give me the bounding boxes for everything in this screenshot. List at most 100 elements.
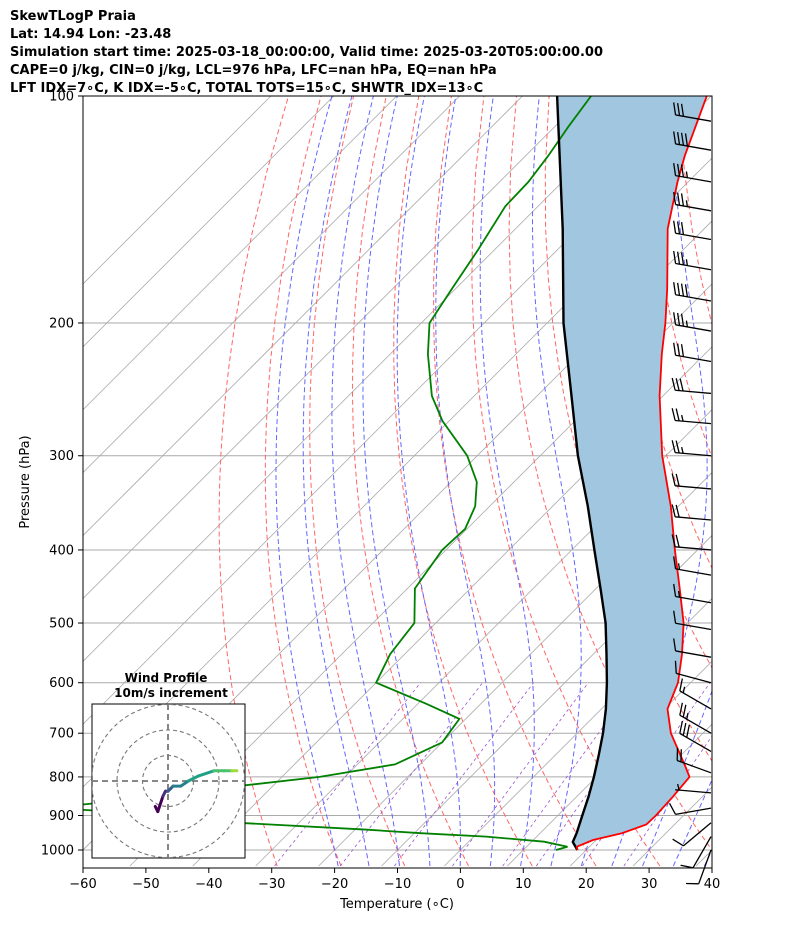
isotherm — [129, 283, 712, 867]
dry-adiabat — [646, 96, 712, 459]
isotherm — [83, 96, 586, 599]
dry-adiabat — [777, 96, 794, 866]
hodograph-segment — [197, 769, 216, 778]
dewpoint-line — [83, 96, 592, 851]
wind-barb — [676, 747, 712, 774]
mixing-ratio-line — [274, 682, 421, 867]
x-tick-label: −30 — [258, 877, 285, 892]
isotherm — [569, 723, 712, 867]
isotherm — [83, 96, 523, 537]
dry-adiabat — [218, 96, 289, 867]
y-axis-label: Pressure (hPa) — [18, 435, 33, 528]
mixing-ratio-line — [502, 682, 636, 867]
wind-barb — [673, 583, 712, 604]
wind-barb — [673, 163, 712, 183]
chart-title: SkewTLogP Praia — [10, 9, 136, 24]
isotherm — [83, 96, 272, 285]
wind-profile-inset: Wind Profile 10m/s increment — [91, 671, 246, 859]
stability-indices: LFT IDX=7∘C, K IDX=-5∘C, TOTAL TOTS=15∘C… — [10, 81, 484, 96]
moist-adiabat — [532, 96, 582, 867]
x-tick-label: −60 — [69, 877, 96, 892]
wind-barb — [671, 473, 712, 490]
mixing-ratio-line — [394, 682, 534, 867]
isotherm — [83, 96, 649, 662]
moist-adiabat — [362, 96, 431, 867]
wind-barb — [671, 504, 712, 521]
wind-barb — [673, 638, 712, 658]
y-tick-label: 1000 — [41, 844, 74, 859]
x-axis-ticks: −60 −50 −40 −30 −20 −10 0 10 20 30 40 — [69, 868, 720, 892]
wind-barb — [679, 702, 712, 734]
isotherm — [255, 409, 712, 867]
convective-parameters: CAPE=0 j/kg, CIN=0 j/kg, LCL=976 hPa, LF… — [10, 63, 497, 78]
isotherm — [83, 96, 397, 411]
simulation-times: Simulation start time: 2025-03-18_00:00:… — [10, 45, 603, 60]
profile-lines — [83, 96, 708, 851]
isotherm — [83, 96, 335, 348]
x-tick-label: 30 — [641, 877, 658, 892]
moist-adiabat — [479, 96, 535, 867]
location-coordinates: Lat: 14.94 Lon: -23.48 — [10, 27, 172, 42]
wind-barb — [673, 610, 712, 631]
y-tick-label: 300 — [49, 449, 74, 464]
inset-title: Wind Profile — [125, 671, 208, 685]
moist-adiabat — [275, 96, 339, 867]
wind-barb — [680, 836, 712, 869]
moist-adiabat — [703, 848, 712, 867]
dry-adiabat — [393, 96, 533, 867]
inset-subtitle: 10m/s increment — [114, 686, 228, 700]
wind-barb — [673, 102, 712, 122]
chart-header: SkewTLogP Praia Lat: 14.94 Lon: -23.48 S… — [10, 8, 603, 98]
wind-barb — [673, 220, 712, 241]
dry-adiabat — [471, 96, 661, 867]
wind-barb — [673, 556, 712, 576]
moist-adiabat — [302, 96, 370, 867]
wind-barb — [673, 282, 712, 302]
y-tick-label: 900 — [49, 809, 74, 824]
isotherm — [444, 597, 712, 867]
wind-barb — [673, 191, 712, 212]
isotherm — [381, 534, 712, 867]
wind-barb — [672, 822, 712, 847]
y-tick-label: 400 — [49, 543, 74, 558]
y-tick-label: 100 — [49, 90, 74, 105]
wind-barb — [671, 534, 712, 551]
wind-barb — [668, 802, 712, 816]
y-tick-label: 800 — [49, 770, 74, 785]
hodograph-segment — [179, 779, 190, 788]
moist-adiabat — [642, 689, 712, 867]
dry-adiabat — [351, 96, 469, 867]
wind-barb — [675, 783, 712, 794]
wind-barbs — [668, 102, 712, 885]
y-axis-ticks: 1000 900 800 700 600 500 400 300 200 100 — [41, 90, 83, 859]
parcel-path-line — [555, 96, 609, 851]
wind-barb — [673, 131, 712, 151]
dry-adiabat — [264, 96, 342, 867]
moist-adiabat — [672, 778, 712, 867]
x-tick-label: 20 — [578, 877, 595, 892]
wind-barb — [671, 408, 712, 425]
y-tick-label: 600 — [49, 676, 74, 691]
isotherm — [192, 346, 712, 867]
x-tick-label: 0 — [456, 877, 464, 892]
wind-barb — [671, 377, 712, 395]
x-tick-label: −40 — [195, 877, 222, 892]
moist-adiabat — [396, 96, 461, 866]
dry-adiabat — [745, 96, 794, 866]
wind-barb — [671, 440, 712, 457]
x-axis-label: Temperature (∘C) — [339, 897, 454, 912]
moist-adiabat — [435, 96, 496, 867]
wind-barb — [673, 312, 712, 332]
mixing-ratio-line — [452, 682, 589, 867]
x-tick-label: 40 — [704, 877, 721, 892]
wind-barb — [674, 660, 712, 684]
isotherm — [83, 96, 460, 474]
isotherm — [759, 96, 794, 866]
x-tick-label: −50 — [132, 877, 159, 892]
isotherm — [695, 849, 712, 867]
temperature-line — [575, 96, 708, 851]
wind-barb — [686, 849, 712, 885]
y-tick-label: 200 — [49, 316, 74, 331]
wind-barb — [679, 720, 712, 752]
